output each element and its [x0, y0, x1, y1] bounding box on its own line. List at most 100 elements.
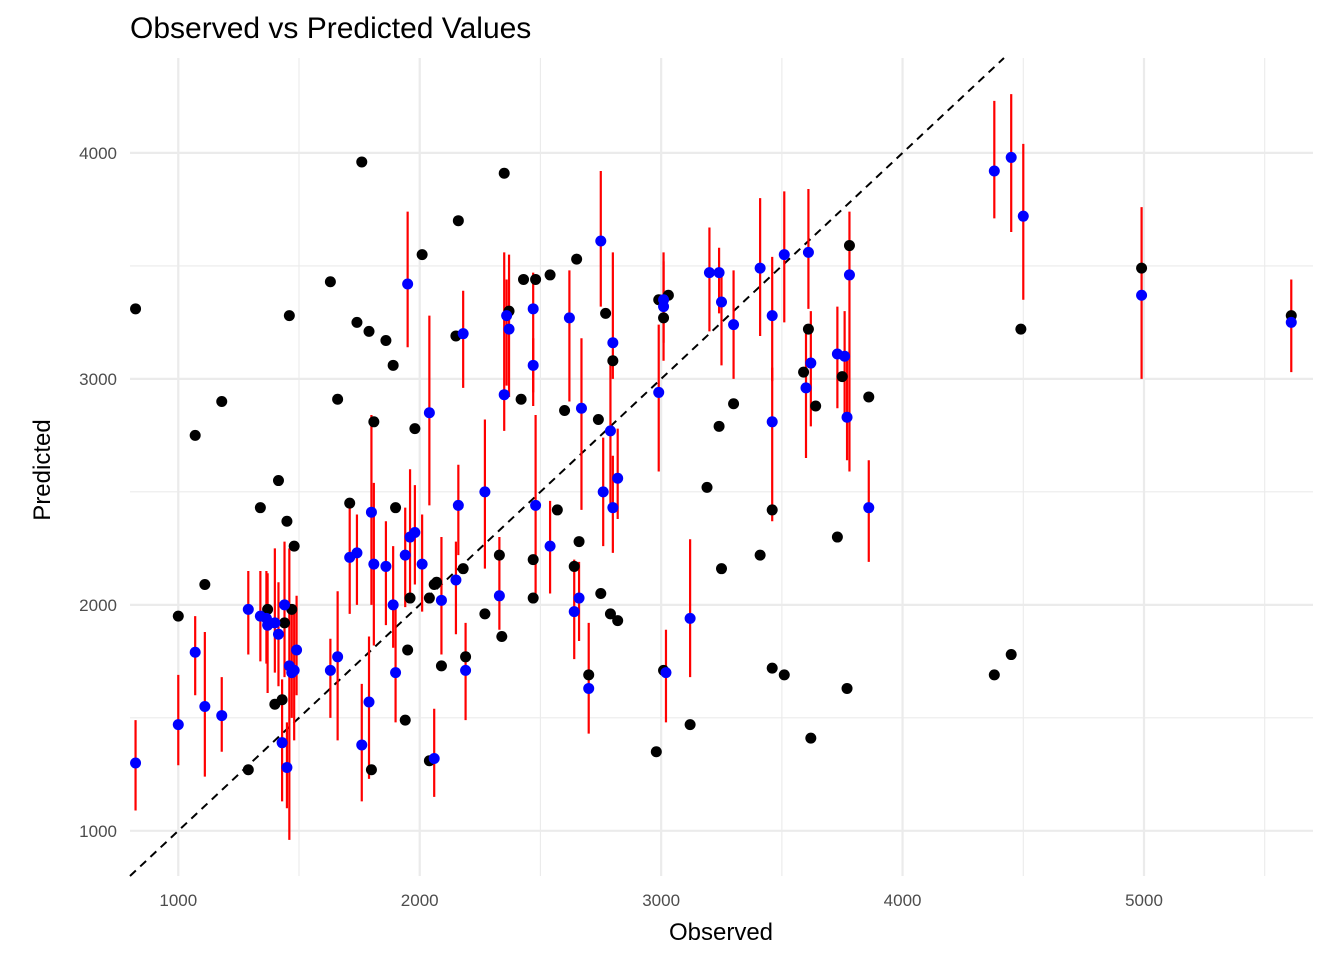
predicted-point	[216, 710, 228, 722]
interval-bars	[134, 94, 1293, 840]
comparison-point	[189, 429, 201, 441]
comparison-point	[778, 669, 790, 681]
predicted-point	[189, 646, 201, 658]
y-tick-label: 1000	[79, 822, 117, 841]
comparison-point	[351, 316, 363, 328]
comparison-point	[754, 549, 766, 561]
predicted-point	[1017, 210, 1029, 222]
predicted-point	[501, 310, 513, 322]
comparison-point	[324, 276, 336, 288]
comparison-point	[607, 355, 619, 367]
comparison-point	[728, 398, 740, 410]
comparison-point	[363, 325, 375, 337]
comparison-point	[279, 617, 291, 629]
comparison-point	[496, 630, 508, 642]
predicted-point	[575, 402, 587, 414]
comparison-point	[766, 662, 778, 674]
blue-points	[130, 151, 1297, 774]
predicted-point	[276, 737, 288, 749]
x-tick-label: 1000	[159, 891, 197, 910]
y-axis-ticks: 1000 2000 3000 4000	[79, 144, 117, 841]
x-tick-label: 4000	[884, 891, 922, 910]
comparison-point	[416, 249, 428, 261]
comparison-point	[568, 560, 580, 572]
comparison-point	[423, 592, 435, 604]
comparison-point	[515, 393, 527, 405]
comparison-point	[402, 644, 414, 656]
comparison-point	[452, 215, 464, 227]
comparison-point	[604, 608, 616, 620]
predicted-point	[242, 603, 254, 615]
comparison-point	[592, 414, 604, 426]
predicted-point	[527, 359, 539, 371]
predicted-point	[658, 294, 670, 306]
comparison-point	[701, 481, 713, 493]
y-tick-label: 2000	[79, 596, 117, 615]
predicted-point	[530, 499, 542, 511]
predicted-point	[728, 319, 740, 331]
predicted-point	[409, 527, 421, 539]
predicted-point	[399, 549, 411, 561]
predicted-point	[544, 540, 556, 552]
predicted-point	[368, 558, 380, 570]
predicted-point	[452, 499, 464, 511]
comparison-point	[409, 423, 421, 435]
x-tick-label: 2000	[401, 891, 439, 910]
comparison-point	[658, 312, 670, 324]
x-axis-title: Observed	[669, 919, 773, 946]
comparison-point	[841, 682, 853, 694]
comparison-point	[460, 651, 472, 663]
comparison-point	[571, 253, 583, 265]
comparison-point	[544, 269, 556, 281]
predicted-point	[583, 682, 595, 694]
comparison-point	[551, 504, 563, 516]
comparison-point	[399, 714, 411, 726]
reference-line-group	[129, 57, 1005, 877]
predicted-point	[684, 612, 696, 624]
predicted-point	[332, 651, 344, 663]
y-tick-label: 3000	[79, 370, 117, 389]
predicted-point	[604, 425, 616, 437]
comparison-point	[713, 420, 725, 432]
black-points	[130, 156, 1297, 776]
predicted-point	[281, 762, 293, 774]
predicted-point	[595, 235, 607, 247]
y-tick-label: 4000	[79, 144, 117, 163]
predicted-point	[324, 664, 336, 676]
comparison-point	[493, 549, 505, 561]
predicted-point	[291, 644, 303, 656]
predicted-point	[363, 696, 375, 708]
comparison-point	[863, 391, 875, 403]
grid-minor	[130, 58, 1313, 876]
comparison-point	[810, 400, 822, 412]
predicted-point	[597, 486, 609, 498]
comparison-point	[583, 669, 595, 681]
predicted-point	[269, 617, 281, 629]
predicted-point	[863, 502, 875, 514]
predicted-point	[1285, 316, 1297, 328]
comparison-point	[216, 395, 228, 407]
predicted-point	[503, 323, 515, 335]
predicted-point	[660, 667, 672, 679]
comparison-point	[573, 536, 585, 548]
comparison-point	[387, 359, 399, 371]
predicted-point	[387, 599, 399, 611]
predicted-point	[612, 472, 624, 484]
predicted-point	[754, 262, 766, 274]
comparison-point	[254, 502, 266, 514]
comparison-point	[612, 615, 624, 627]
comparison-point	[380, 334, 392, 346]
predicted-point	[716, 296, 727, 308]
comparison-point	[843, 240, 855, 252]
comparison-point	[390, 502, 402, 514]
predicted-point	[199, 701, 211, 713]
predicted-point	[568, 606, 580, 618]
comparison-point	[988, 669, 1000, 681]
predicted-point	[428, 752, 440, 764]
predicted-point	[460, 664, 472, 676]
predicted-point	[402, 278, 414, 290]
comparison-point	[527, 554, 539, 566]
comparison-point	[172, 610, 184, 622]
predicted-point	[365, 506, 377, 518]
comparison-point	[530, 273, 542, 285]
